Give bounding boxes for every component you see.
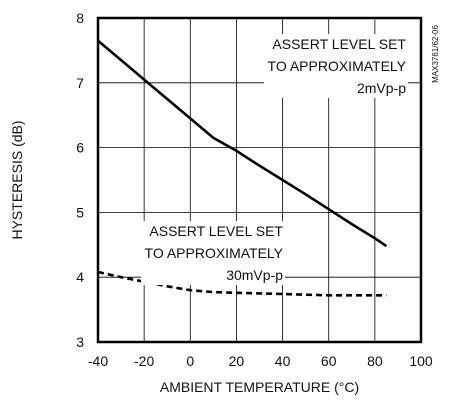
x-axis-label: AMBIENT TEMPERATURE (°C) — [160, 379, 359, 395]
annotation-dashed-line-3: 30mVp-p — [226, 267, 283, 283]
series-line-solid — [97, 39, 388, 248]
annotation-solid-line-3: 2mVp-p — [357, 80, 406, 96]
x-tick-label: -20 — [134, 353, 154, 369]
x-tick-label: 80 — [367, 353, 383, 369]
y-tick-label: 4 — [76, 269, 84, 285]
x-tick-labels: -40 -20 0 20 40 60 80 100 — [88, 353, 433, 369]
y-axis-label: HYSTERESIS (dB) — [9, 120, 25, 239]
x-tick-label: 20 — [229, 353, 245, 369]
annotation-solid-line-2: TO APPROXIMATELY — [268, 58, 407, 74]
x-tick-label: 60 — [321, 353, 337, 369]
y-tick-label: 6 — [76, 140, 84, 156]
x-tick-label: 40 — [275, 353, 291, 369]
y-tick-label: 8 — [76, 10, 84, 26]
annotation-dashed-series: ASSERT LEVEL SET TO APPROXIMATELY 30mVp-… — [141, 221, 285, 285]
plot-frame — [96, 16, 423, 344]
annotation-dashed-line-1: ASSERT LEVEL SET — [149, 223, 283, 239]
y-tick-label: 7 — [76, 75, 84, 91]
annotation-solid-line-1: ASSERT LEVEL SET — [272, 36, 406, 52]
y-tick-labels: 3 4 5 6 7 8 — [76, 10, 84, 350]
annotation-dashed-line-2: TO APPROXIMATELY — [145, 245, 284, 261]
chart-id-label: MAX3761/62-06 — [431, 25, 440, 83]
annotation-dashed-background — [141, 221, 285, 285]
y-tick-label: 3 — [76, 334, 84, 350]
annotation-solid-series: ASSERT LEVEL SET TO APPROXIMATELY 2mVp-p — [264, 34, 408, 98]
x-tick-label: 100 — [409, 353, 433, 369]
annotation-solid-background — [264, 34, 408, 98]
x-tick-label: 0 — [186, 353, 194, 369]
x-tick-label: -40 — [88, 353, 108, 369]
y-tick-label: 5 — [76, 204, 84, 220]
